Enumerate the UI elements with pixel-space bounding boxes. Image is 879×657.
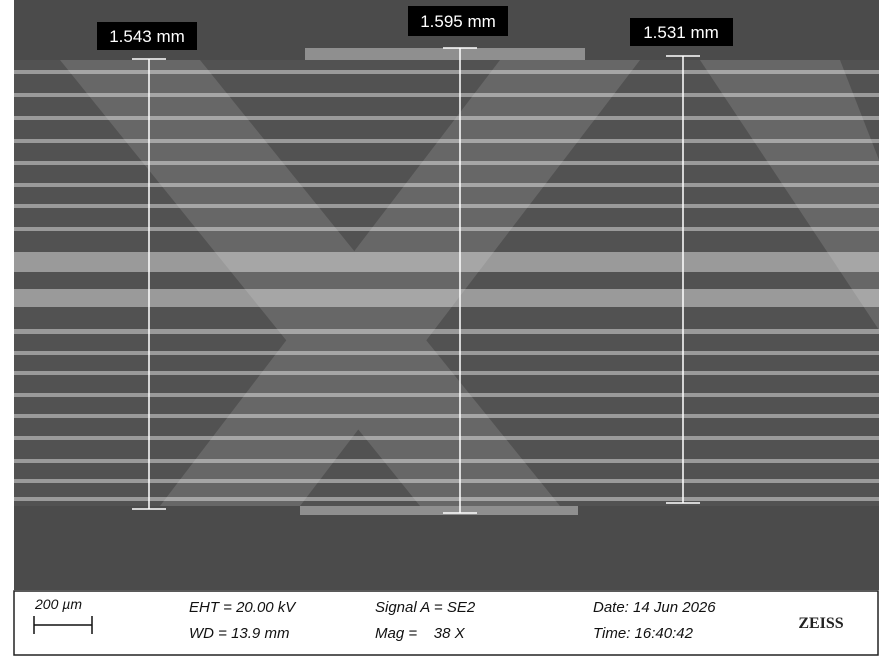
wd: WD = 13.9 mm <box>189 625 289 642</box>
left-border <box>0 0 14 590</box>
logo: ZEISS <box>798 615 843 632</box>
measure-label: 1.543 mm <box>109 27 185 46</box>
top-tab <box>305 48 585 62</box>
sem-image: 1.543 mm 1.595 mm 1.531 mm 200 µm EHT = … <box>0 0 879 657</box>
eht: EHT = 20.00 kV <box>189 599 297 616</box>
page: 1.543 mm 1.595 mm 1.531 mm 200 µm EHT = … <box>0 0 879 657</box>
layer-stripe <box>14 329 879 334</box>
measure-label: 1.531 mm <box>643 23 719 42</box>
measure-label: 1.595 mm <box>420 12 496 31</box>
mag: Mag = 38 X <box>375 625 466 642</box>
date: Date: 14 Jun 2026 <box>593 599 716 616</box>
scale-label: 200 µm <box>34 596 82 612</box>
signal: Signal A = SE2 <box>375 599 476 616</box>
time: Time: 16:40:42 <box>593 625 694 642</box>
layer-stripe <box>14 351 879 355</box>
